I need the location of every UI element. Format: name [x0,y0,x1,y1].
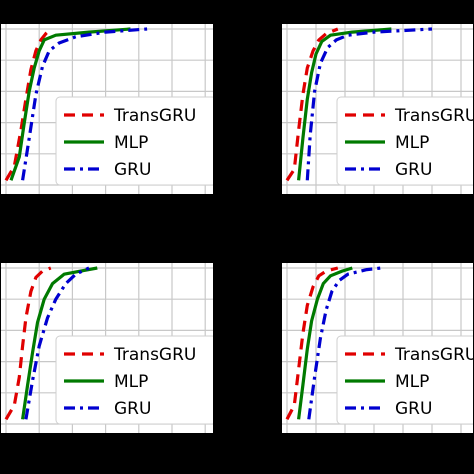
legend-label-transgru: TransGRU [113,345,196,365]
series-line-transgru [285,27,339,182]
legend-label-mlp: MLP [395,372,429,392]
legend: TransGRU MLP GRU [336,96,474,186]
legend-label-gru: GRU [395,160,432,180]
plot-frame [0,262,214,434]
chart-panel-1: TransGRU MLP GRU [0,23,214,195]
series-line-gru [307,266,382,420]
series-line-gru [305,27,433,181]
legend-box [55,335,214,425]
legend-label-transgru: TransGRU [113,106,196,126]
legend-label-gru: GRU [395,399,432,419]
series-line-transgru [4,266,52,421]
legend: TransGRU MLP GRU [336,335,474,425]
legend-label-transgru: TransGRU [394,106,474,126]
series-line-mlp [297,266,353,420]
chart-panel-3: TransGRU MLP GRU [0,262,214,434]
series-line-mlp [9,27,131,181]
legend-label-gru: GRU [114,399,151,419]
series-line-gru [24,266,90,420]
legend-box [336,335,474,425]
series-line-mlp [21,266,98,420]
legend-box [336,96,474,186]
legend-label-mlp: MLP [114,372,148,392]
legend-label-gru: GRU [114,160,151,180]
series-line-transgru [4,27,52,182]
series-line-gru [21,27,148,181]
legend: TransGRU MLP GRU [55,96,214,186]
chart-panel-4: TransGRU MLP GRU [281,262,474,434]
chart-panel-2: TransGRU MLP GRU [281,23,474,195]
legend-label-mlp: MLP [114,133,148,153]
legend-box [55,96,214,186]
legend: TransGRU MLP GRU [55,335,214,425]
plot-frame [0,23,214,195]
series-line-mlp [297,27,392,181]
legend-label-transgru: TransGRU [394,345,474,365]
series-line-transgru [285,266,339,421]
legend-label-mlp: MLP [395,133,429,153]
